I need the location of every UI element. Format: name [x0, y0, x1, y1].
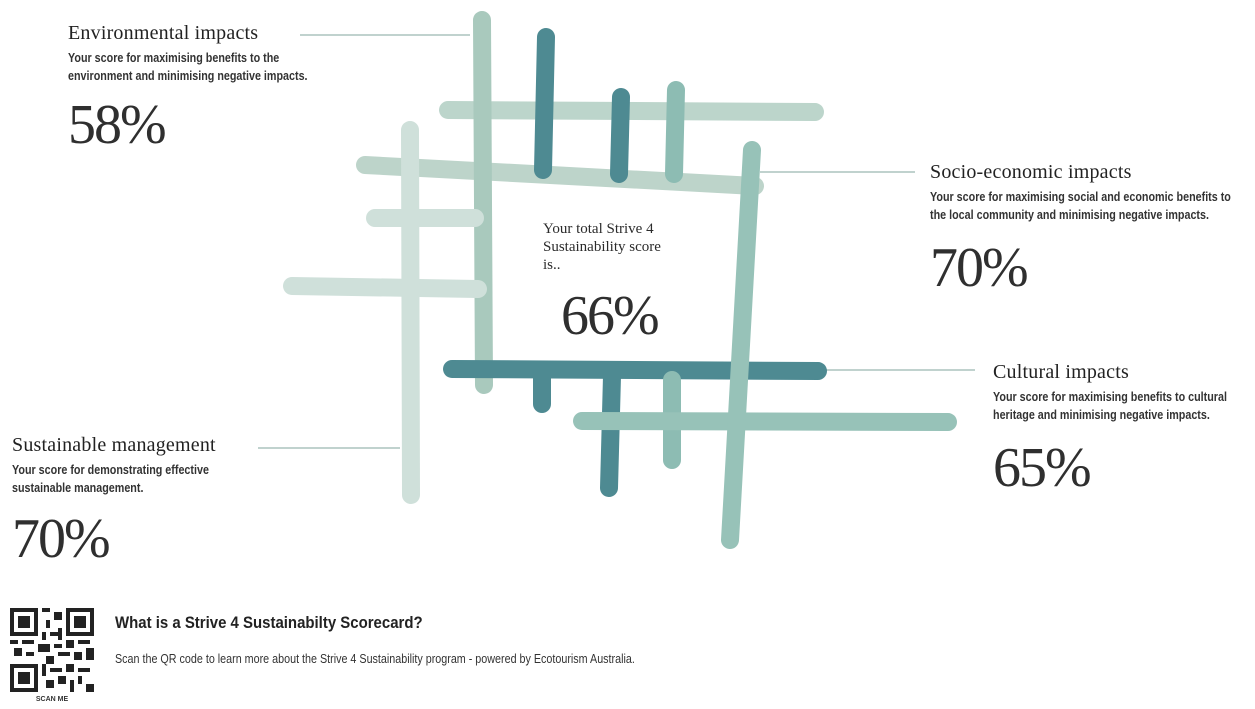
stroke — [534, 28, 555, 179]
stroke — [401, 121, 420, 504]
total-value: 66% — [561, 285, 660, 347]
section-title: Cultural impacts — [993, 361, 1129, 383]
total-label: Your total Strive 4 Sustainability score… — [543, 221, 661, 273]
strokes — [283, 11, 957, 549]
section-description: Your score for maximising benefits to cu… — [993, 390, 1227, 422]
connectors — [258, 34, 975, 449]
qr-modules — [10, 608, 94, 692]
stroke — [573, 412, 957, 431]
section-score: 70% — [12, 508, 111, 570]
footer-heading: What is a Strive 4 Sustainabilty Scoreca… — [115, 613, 423, 632]
section-description: Your score for maximising social and eco… — [930, 190, 1231, 222]
qr-caption: SCAN ME — [35, 696, 69, 703]
section-score: 70% — [930, 237, 1029, 299]
section-title: Socio-economic impacts — [930, 161, 1132, 183]
stroke — [610, 88, 630, 183]
section-title: Environmental impacts — [68, 22, 259, 44]
stroke — [283, 277, 487, 298]
section: Cultural impacts Your score for maximisi… — [993, 361, 1255, 496]
stroke — [600, 367, 621, 497]
qr-code — [10, 608, 94, 692]
stroke — [356, 156, 764, 195]
footer-text: Scan the QR code to learn more about the… — [115, 652, 635, 666]
section-title: Sustainable management — [12, 434, 216, 456]
stroke — [473, 11, 493, 394]
section-score: 65% — [993, 437, 1092, 499]
total-score: Your total Strive 4 Sustainability score… — [543, 220, 678, 344]
stroke — [665, 81, 685, 183]
section: Sustainable management Your score for de… — [12, 434, 242, 567]
stroke — [439, 101, 824, 121]
stroke — [721, 141, 761, 549]
stroke — [443, 360, 827, 380]
section-score: 58% — [68, 94, 167, 156]
section: Socio-economic impacts Your score for ma… — [930, 161, 1255, 296]
section: Environmental impacts Your score for max… — [68, 22, 368, 153]
section-description: Your score for demonstrating effective s… — [12, 463, 209, 495]
section-description: Your score for maximising benefits to th… — [68, 51, 308, 83]
